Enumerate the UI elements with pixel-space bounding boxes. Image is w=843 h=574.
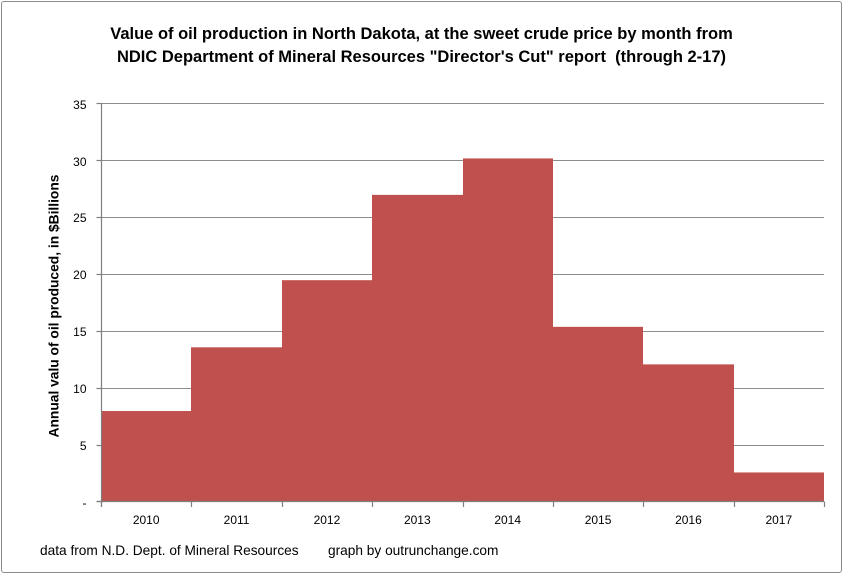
y-tick-label-35: 35	[73, 97, 87, 112]
x-tick-label-2010: 2010	[132, 512, 160, 527]
bar-2012	[282, 280, 372, 502]
y-tick-label-30: 30	[73, 154, 87, 169]
bar-2017	[734, 472, 824, 502]
y-tick-label-zero: -	[82, 495, 87, 510]
y-tick-label-25: 25	[73, 211, 87, 226]
x-tick-label-2016: 2016	[675, 512, 702, 527]
credit-note: graph by outrunchange.com	[328, 543, 499, 558]
chart-title: Value of oil production in North Dakota,…	[0, 23, 843, 69]
chart-title-line-1: Value of oil production in North Dakota,…	[110, 24, 733, 43]
bar-2010	[101, 411, 191, 502]
x-tick-label-2017: 2017	[765, 512, 793, 527]
source-note: data from N.D. Dept. of Mineral Resource…	[40, 543, 299, 558]
y-tick-label-10: 10	[73, 382, 87, 397]
bar-2015	[553, 326, 643, 502]
bar-2016	[643, 364, 734, 502]
bar-series	[101, 158, 824, 502]
y-tick-label-20: 20	[73, 268, 87, 283]
bar-2013	[372, 194, 463, 502]
x-tick-label-2013: 2013	[403, 512, 431, 527]
bar-2014	[463, 158, 553, 502]
x-tick-label-2012: 2012	[313, 512, 341, 527]
y-axis-title: Annual valu of oil produced, in $Billion…	[46, 174, 62, 438]
axes	[96, 102, 826, 507]
y-tick-label-5: 5	[79, 439, 87, 453]
chart-title-line-2: NDIC Department of Mineral Resources "Di…	[116, 47, 727, 66]
x-tick-label-2015: 2015	[584, 512, 612, 527]
x-tick-label-2014: 2014	[494, 512, 522, 527]
bar-2011	[191, 347, 282, 502]
y-tick-label-15: 15	[73, 325, 87, 340]
x-tick-label-2011: 2011	[223, 512, 250, 527]
